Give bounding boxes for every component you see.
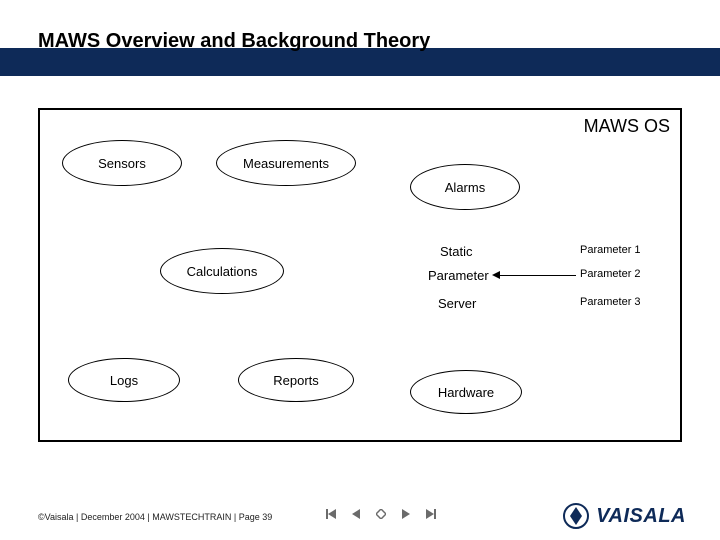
footer-page: Page 39 [239, 512, 273, 522]
next-icon[interactable] [402, 506, 410, 524]
footer-docref: MAWSTECHTRAIN [152, 512, 231, 522]
node-static: Static [440, 244, 473, 259]
param-3: Parameter 3 [580, 296, 641, 308]
node-reports: Reports [238, 358, 354, 402]
footer-sep: | [73, 512, 80, 522]
node-calculations: Calculations [160, 248, 284, 294]
slide: MAWS Overview and Background Theory MAWS… [0, 0, 720, 540]
diagram-container: MAWS OS Sensors Measurements Alarms Calc… [38, 108, 682, 442]
edge-arrow-head-icon [492, 271, 500, 279]
prev-icon[interactable] [352, 506, 360, 524]
node-measurements: Measurements [216, 140, 356, 186]
node-sensors: Sensors [62, 140, 182, 186]
first-icon[interactable] [326, 506, 336, 524]
param-2: Parameter 2 [580, 268, 641, 280]
node-hardware: Hardware [410, 370, 522, 414]
node-parameter: Parameter [428, 268, 489, 283]
diagram-title: MAWS OS [584, 116, 670, 137]
edge-arrow-line [500, 275, 576, 276]
node-label: Hardware [438, 385, 494, 400]
node-label: Reports [273, 373, 319, 388]
nav-controls [326, 506, 436, 524]
footer-sep: | [231, 512, 238, 522]
last-icon[interactable] [426, 506, 436, 524]
node-label: Measurements [243, 156, 329, 171]
node-label: Sensors [98, 156, 146, 171]
node-label: Alarms [445, 180, 485, 195]
node-logs: Logs [68, 358, 180, 402]
node-alarms: Alarms [410, 164, 520, 210]
brand-logo: VAISALA [562, 502, 686, 530]
section-icon[interactable] [376, 506, 386, 524]
node-label: Logs [110, 373, 138, 388]
param-1: Parameter 1 [580, 244, 641, 256]
slide-title: MAWS Overview and Background Theory [38, 30, 430, 53]
footer-text: ©Vaisala | December 2004 | MAWSTECHTRAIN… [38, 512, 272, 522]
footer-copyright: ©Vaisala [38, 512, 73, 522]
logo-text: VAISALA [596, 505, 686, 528]
footer-date: December 2004 [81, 512, 145, 522]
node-server: Server [438, 296, 476, 311]
node-label: Calculations [187, 264, 258, 279]
logo-mark-icon [562, 502, 590, 530]
